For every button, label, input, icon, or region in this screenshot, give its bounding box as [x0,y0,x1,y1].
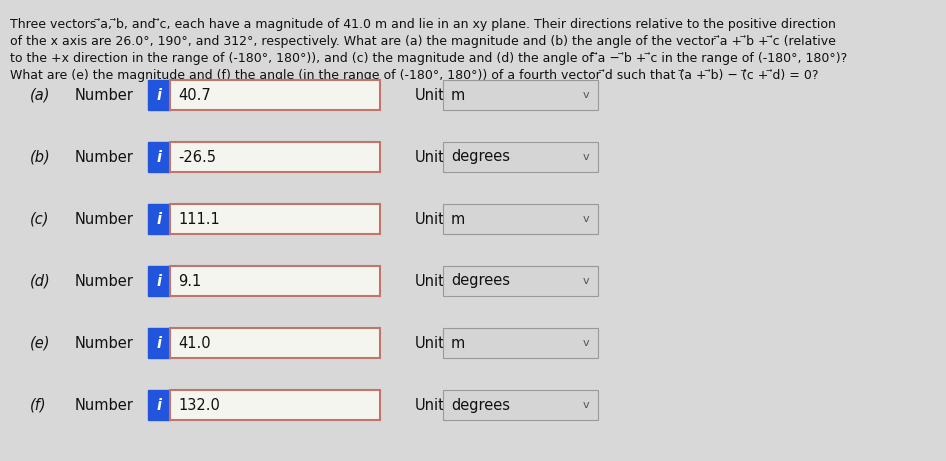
FancyBboxPatch shape [170,80,380,110]
FancyBboxPatch shape [443,266,598,296]
FancyBboxPatch shape [148,266,170,296]
Text: m: m [451,88,465,102]
Text: Unit: Unit [415,149,445,165]
FancyBboxPatch shape [148,390,170,420]
Text: (f): (f) [30,397,46,413]
Text: 111.1: 111.1 [178,212,219,226]
Text: (c): (c) [30,212,49,226]
Text: (e): (e) [30,336,50,350]
Text: i: i [156,336,162,350]
Text: Number: Number [75,212,134,226]
FancyBboxPatch shape [443,328,598,358]
Text: Three vectors ⃗a, ⃗b, and ⃗c, each have a magnitude of 41.0 m and lie in an xy p: Three vectors ⃗a, ⃗b, and ⃗c, each have … [10,18,836,31]
Text: Number: Number [75,88,134,102]
Text: i: i [156,273,162,289]
Text: v: v [583,152,589,162]
Text: i: i [156,212,162,226]
Text: Unit: Unit [415,397,445,413]
Text: degrees: degrees [451,397,510,413]
FancyBboxPatch shape [443,204,598,234]
Text: v: v [583,90,589,100]
FancyBboxPatch shape [443,390,598,420]
Text: Unit: Unit [415,273,445,289]
Text: i: i [156,397,162,413]
Text: Number: Number [75,273,134,289]
Text: (d): (d) [30,273,51,289]
Text: m: m [451,336,465,350]
FancyBboxPatch shape [443,142,598,172]
FancyBboxPatch shape [148,328,170,358]
FancyBboxPatch shape [170,266,380,296]
Text: i: i [156,88,162,102]
FancyBboxPatch shape [148,204,170,234]
Text: Unit: Unit [415,88,445,102]
Text: v: v [583,400,589,410]
FancyBboxPatch shape [170,204,380,234]
Text: Unit: Unit [415,336,445,350]
FancyBboxPatch shape [443,80,598,110]
Text: v: v [583,338,589,348]
Text: Number: Number [75,149,134,165]
FancyBboxPatch shape [148,142,170,172]
Text: Number: Number [75,336,134,350]
Text: (a): (a) [30,88,50,102]
Text: degrees: degrees [451,149,510,165]
Text: 41.0: 41.0 [178,336,211,350]
Text: of the x axis are 26.0°, 190°, and 312°, respectively. What are (a) the magnitud: of the x axis are 26.0°, 190°, and 312°,… [10,35,836,48]
FancyBboxPatch shape [170,328,380,358]
Text: What are (e) the magnitude and (f) the angle (in the range of (-180°, 180°)) of : What are (e) the magnitude and (f) the a… [10,69,818,82]
Text: Unit: Unit [415,212,445,226]
Text: m: m [451,212,465,226]
Text: i: i [156,149,162,165]
Text: 132.0: 132.0 [178,397,219,413]
Text: (b): (b) [30,149,51,165]
Text: 40.7: 40.7 [178,88,211,102]
Text: to the +x direction in the range of (-180°, 180°)), and (c) the magnitude and (d: to the +x direction in the range of (-18… [10,52,848,65]
Text: v: v [583,276,589,286]
Text: 9.1: 9.1 [178,273,201,289]
Text: -26.5: -26.5 [178,149,216,165]
FancyBboxPatch shape [170,390,380,420]
Text: Number: Number [75,397,134,413]
FancyBboxPatch shape [170,142,380,172]
Text: v: v [583,214,589,224]
Text: degrees: degrees [451,273,510,289]
FancyBboxPatch shape [148,80,170,110]
